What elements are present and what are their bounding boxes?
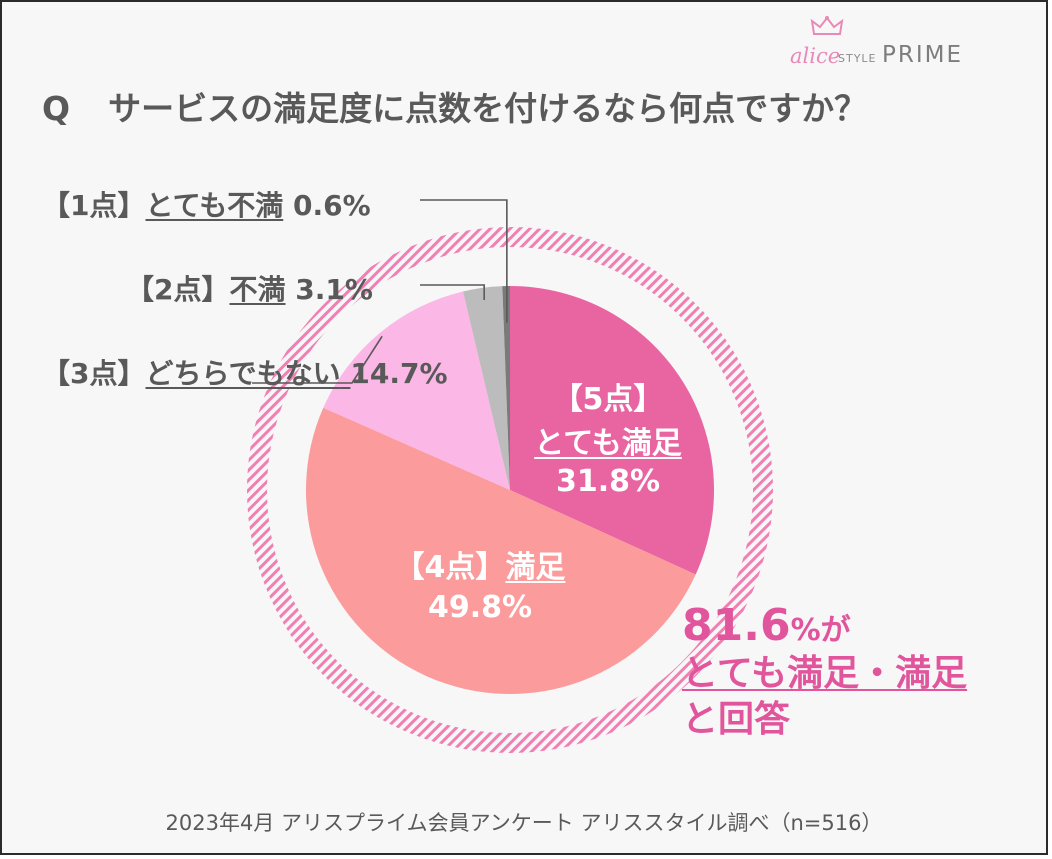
label-slice-1: 【1点】とても不満 0.6% bbox=[42, 189, 371, 222]
callout-number: 81.6 bbox=[682, 600, 791, 651]
brand-logo: alice STYLE PRIME bbox=[790, 16, 964, 72]
pie-slice-5 bbox=[510, 286, 714, 575]
logo-prime: PRIME bbox=[882, 42, 964, 68]
label-slice-3: 【3点】どちらでもない 14.7% bbox=[42, 357, 448, 390]
pie-slice-3 bbox=[323, 291, 510, 490]
logo-style: STYLE bbox=[838, 52, 877, 65]
pie-slices bbox=[306, 286, 714, 694]
pie-slice-2 bbox=[463, 286, 510, 490]
callout-line3: と回答 bbox=[682, 699, 791, 740]
pie-slice-1 bbox=[502, 286, 510, 490]
leader-line-slice-2 bbox=[420, 284, 485, 300]
question-mark: Q bbox=[42, 89, 71, 128]
label-slice-5: 【5点】 とても満足 31.8% bbox=[534, 382, 682, 499]
leader-line-slice-1 bbox=[420, 199, 508, 323]
crown-icon bbox=[810, 16, 844, 35]
leader-line-slice-3 bbox=[252, 335, 383, 384]
highlight-ring bbox=[247, 227, 773, 753]
summary-callout: 81.6%が とても満足・満足 と回答 bbox=[682, 600, 967, 743]
leader-lines bbox=[252, 199, 508, 384]
callout-suffix: %が bbox=[790, 613, 851, 648]
label-slice-4: 【4点】満足 49.8% bbox=[394, 550, 566, 625]
logo-alice: alice bbox=[790, 44, 841, 68]
pie-slice-4 bbox=[306, 407, 696, 694]
label-slice-2: 【2点】不満 3.1% bbox=[126, 273, 373, 306]
question-title: Q サービスの満足度に点数を付けるなら何点ですか？ bbox=[42, 82, 867, 130]
question-text: サービスの満足度に点数を付けるなら何点ですか？ bbox=[108, 89, 868, 128]
callout-line2: とても満足・満足 bbox=[682, 653, 968, 694]
source-note: 2023年4月 アリスプライム会員アンケート アリススタイル調べ（n=516） bbox=[165, 811, 883, 835]
